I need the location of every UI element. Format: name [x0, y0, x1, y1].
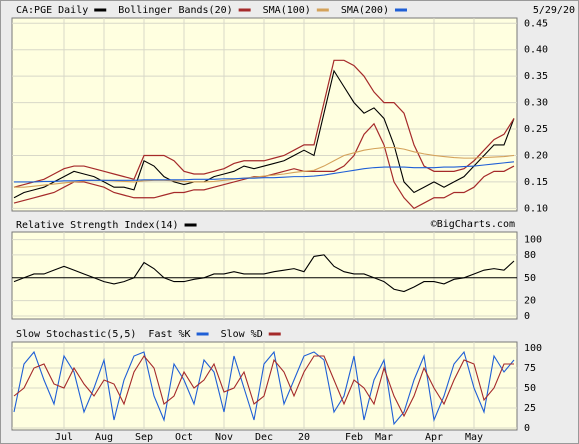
x-tick-label: Mar: [375, 432, 393, 443]
legend-swatch: [268, 332, 281, 336]
series-line: [13, 355, 514, 418]
x-tick-label: Jul: [55, 432, 73, 443]
legend-label: CA:PGE Daily: [16, 5, 88, 16]
legend-label: Relative Strength Index(14): [16, 220, 179, 231]
legend-label: Bollinger Bands(20): [118, 5, 232, 16]
legend-label: Slow %D: [221, 329, 263, 340]
legend-swatch: [94, 8, 107, 12]
legend-swatch: [238, 8, 251, 12]
legend-label: SMA(100): [263, 5, 311, 16]
y-tick-label: 0.45: [524, 18, 548, 29]
x-tick-label: Aug: [95, 432, 113, 443]
series-line: [13, 350, 515, 426]
legend-swatch: [184, 223, 197, 227]
y-tick-label: 80: [524, 250, 536, 261]
x-tick-label: Nov: [215, 432, 233, 443]
series-line: [13, 69, 515, 199]
legend-swatch: [316, 8, 329, 12]
x-tick-label: Oct: [175, 432, 193, 443]
x-tick-label: Sep: [135, 432, 153, 443]
y-tick-label: 0.30: [524, 98, 548, 109]
y-tick-label: 0: [524, 423, 530, 434]
legend-swatch: [394, 8, 407, 12]
y-tick-label: 0.20: [524, 150, 548, 161]
x-tick-label: May: [465, 432, 483, 443]
y-tick-label: 100: [524, 343, 542, 354]
y-tick-label: 0.25: [524, 124, 548, 135]
x-tick-label: Feb: [345, 432, 363, 443]
y-tick-label: 75: [524, 363, 536, 374]
y-tick-label: 0: [524, 311, 530, 322]
legend-swatch: [196, 332, 209, 336]
series-line: [14, 161, 515, 183]
date: 5/29/20: [533, 5, 575, 16]
x-tick-label: Dec: [255, 432, 273, 443]
series-line: [13, 59, 515, 188]
series-line: [13, 254, 515, 293]
y-tick-label: 50: [524, 383, 536, 394]
y-tick-label: 100: [524, 235, 542, 246]
y-tick-label: 25: [524, 403, 536, 414]
x-tick-label: Apr: [425, 432, 443, 443]
y-tick-label: 0.40: [524, 45, 548, 56]
y-tick-label: 50: [524, 273, 536, 284]
y-tick-label: 20: [524, 296, 536, 307]
panel-title: Slow Stochastic(5,5): [16, 329, 136, 340]
x-tick-label: 20: [298, 432, 310, 443]
legend-label: SMA(200): [341, 5, 389, 16]
y-tick-label: 0.35: [524, 71, 548, 82]
watermark: ©BigCharts.com: [431, 219, 515, 230]
y-tick-label: 0.15: [524, 177, 548, 188]
legend-label: Fast %K: [148, 329, 190, 340]
y-tick-label: 0.10: [524, 203, 548, 214]
